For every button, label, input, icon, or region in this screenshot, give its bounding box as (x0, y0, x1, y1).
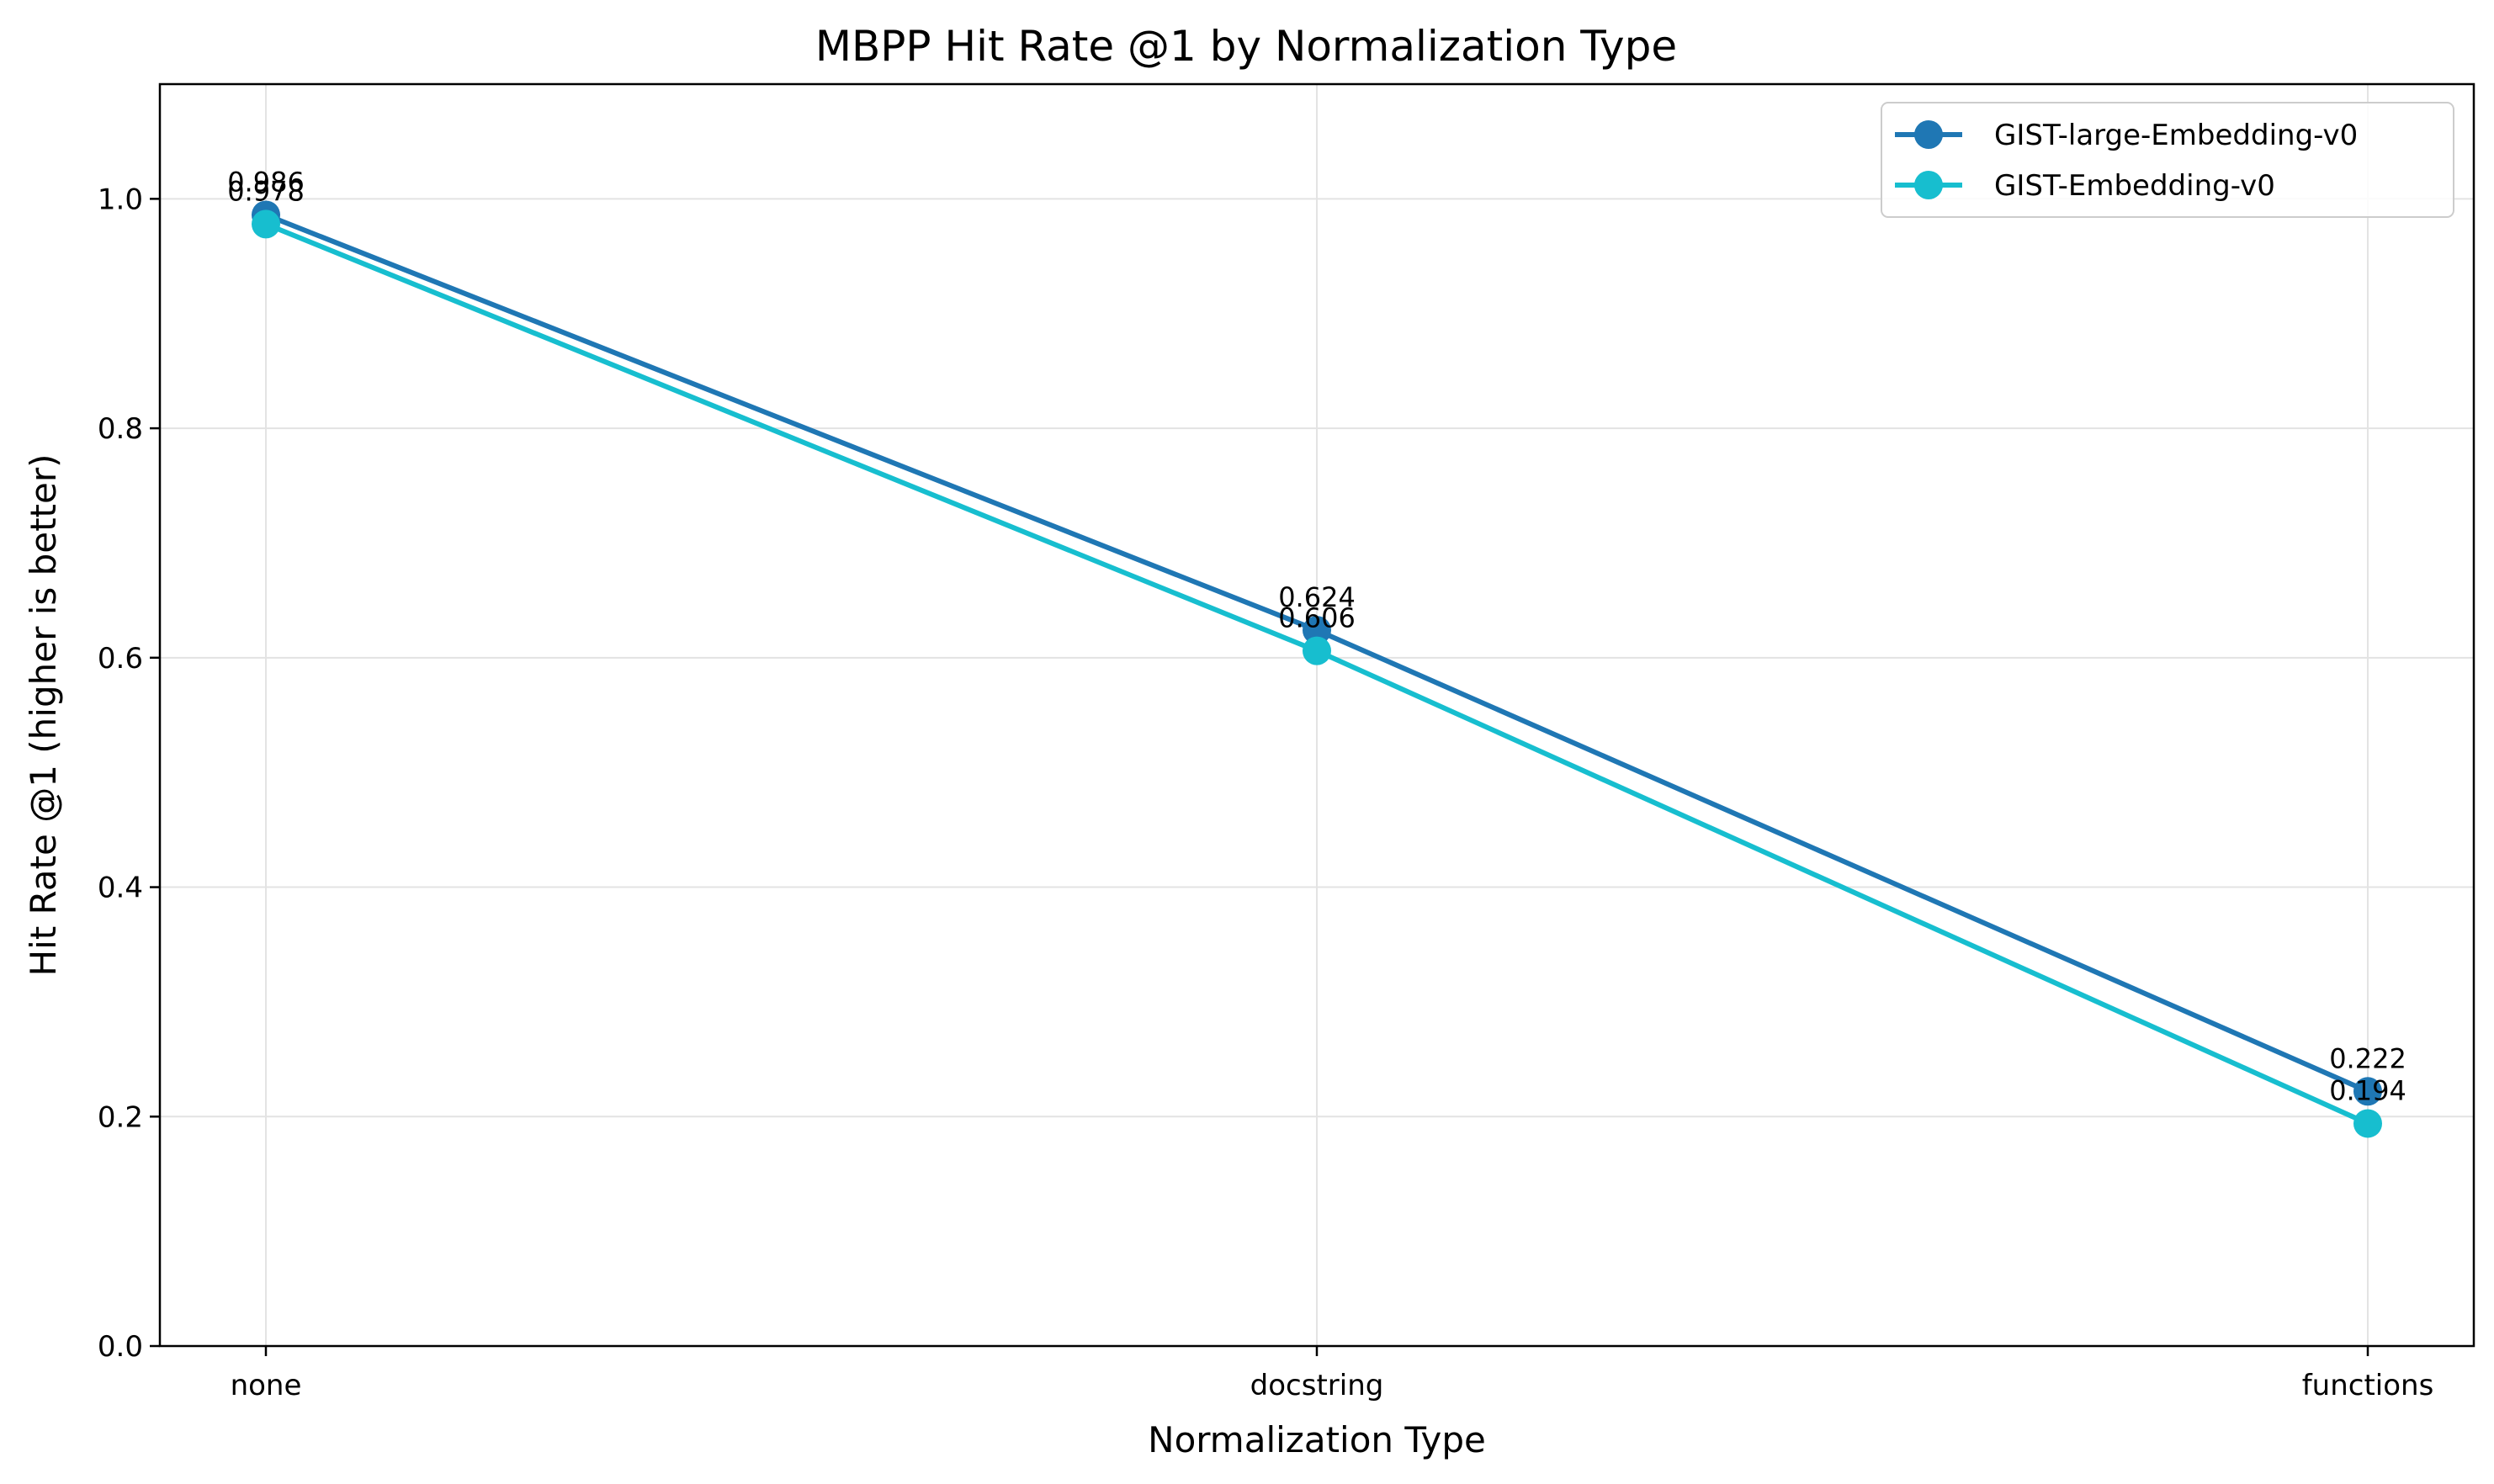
data-label: 0.624 (1278, 581, 1356, 613)
data-label: 0.222 (2329, 1042, 2406, 1074)
legend-box (1881, 102, 2454, 218)
y-tick-label: 0.4 (98, 872, 143, 905)
legend-marker-2 (1914, 171, 1943, 199)
legend: GIST-large-Embedding-v0 GIST-Embedding-v0 (1881, 102, 2454, 218)
data-label: 0.978 (227, 175, 305, 207)
y-tick-label: 0.0 (98, 1330, 143, 1364)
series-1-point (2353, 1077, 2382, 1106)
y-tick-label: 1.0 (98, 183, 143, 216)
y-axis-ticks: 0.0 0.2 0.4 0.6 0.8 1.0 (98, 183, 160, 1364)
x-tick-label: none (231, 1369, 302, 1402)
legend-label-2: GIST-Embedding-v0 (1994, 169, 2275, 203)
chart-title: MBPP Hit Rate @1 by Normalization Type (815, 22, 1677, 71)
y-tick-label: 0.6 (98, 642, 143, 676)
x-tick-label: docstring (1250, 1369, 1384, 1402)
data-label: 0.606 (1278, 602, 1356, 634)
x-axis-ticks: none docstring functions (231, 1346, 2434, 1402)
x-tick-label: functions (2302, 1369, 2434, 1402)
y-axis-title: Hit Rate @1 (higher is better) (23, 453, 64, 976)
series-2-point (252, 209, 280, 239)
data-label-layer: 0.986 0.624 0.222 0.978 0.606 0.194 (227, 166, 2406, 1106)
y-tick-label: 0.8 (98, 412, 143, 446)
series-layer (252, 200, 2382, 1138)
series-2-point (1303, 636, 1331, 665)
grid-layer (160, 84, 2474, 1347)
legend-label-1: GIST-large-Embedding-v0 (1994, 119, 2358, 152)
data-label: 0.986 (227, 166, 305, 198)
y-tick-label: 0.2 (98, 1100, 143, 1134)
series-2-point (2353, 1109, 2382, 1138)
series-1-point (1303, 616, 1331, 645)
legend-marker-1 (1914, 120, 1943, 149)
data-label: 0.194 (2329, 1074, 2406, 1106)
x-axis-title: Normalization Type (1148, 1419, 1486, 1460)
